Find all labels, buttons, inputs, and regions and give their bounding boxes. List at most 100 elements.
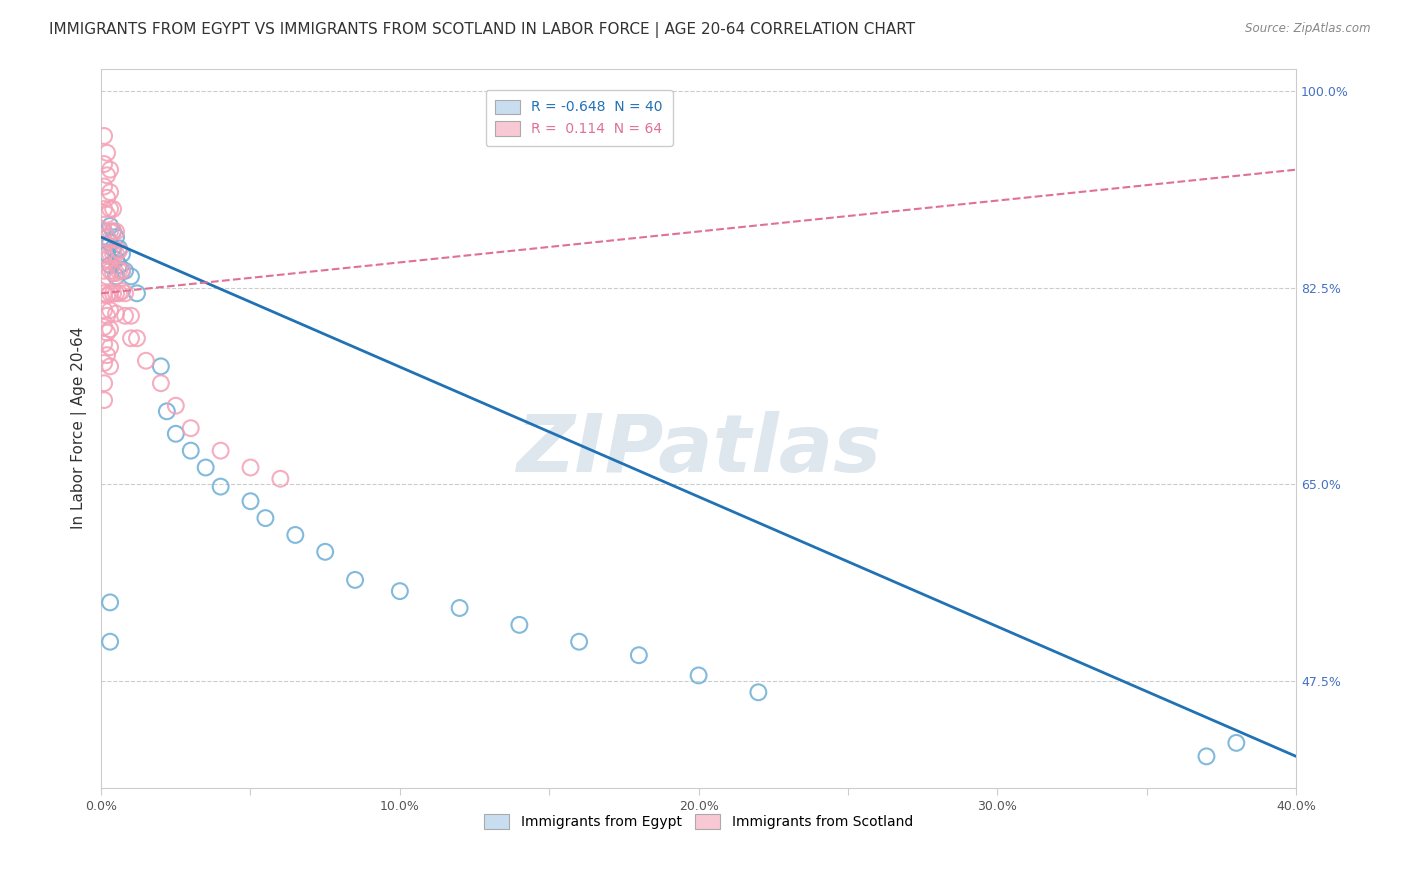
Point — [239, 494, 262, 508]
Point — [747, 685, 769, 699]
Point — [1225, 736, 1247, 750]
Point — [93, 179, 115, 194]
Point — [165, 426, 187, 441]
Point — [93, 393, 115, 408]
Point — [180, 421, 202, 435]
Point — [101, 247, 124, 261]
Point — [98, 247, 121, 261]
Point — [93, 128, 115, 143]
Point — [125, 286, 148, 301]
Point — [96, 348, 118, 362]
Point — [105, 269, 128, 284]
Point — [101, 202, 124, 216]
Point — [111, 264, 134, 278]
Point — [108, 244, 131, 258]
Point — [101, 241, 124, 255]
Point — [98, 340, 121, 354]
Point — [96, 145, 118, 160]
Point — [96, 247, 118, 261]
Point — [108, 264, 131, 278]
Point — [98, 595, 121, 609]
Text: Source: ZipAtlas.com: Source: ZipAtlas.com — [1246, 22, 1371, 36]
Point — [105, 247, 128, 261]
Point — [269, 472, 291, 486]
Point — [111, 264, 134, 278]
Point — [105, 252, 128, 267]
Point — [120, 309, 142, 323]
Point — [135, 353, 157, 368]
Point — [98, 258, 121, 272]
Point — [93, 157, 115, 171]
Legend: Immigrants from Egypt, Immigrants from Scotland: Immigrants from Egypt, Immigrants from S… — [479, 809, 918, 835]
Y-axis label: In Labor Force | Age 20-64: In Labor Force | Age 20-64 — [72, 327, 87, 529]
Point — [96, 169, 118, 183]
Point — [239, 460, 262, 475]
Point — [180, 443, 202, 458]
Point — [194, 460, 217, 475]
Point — [344, 573, 367, 587]
Point — [96, 191, 118, 205]
Point — [165, 399, 187, 413]
Point — [105, 306, 128, 320]
Point — [125, 331, 148, 345]
Point — [254, 511, 277, 525]
Point — [96, 309, 118, 323]
Point — [314, 545, 336, 559]
Point — [688, 668, 710, 682]
Point — [105, 286, 128, 301]
Point — [93, 264, 115, 278]
Point — [108, 241, 131, 255]
Text: IMMIGRANTS FROM EGYPT VS IMMIGRANTS FROM SCOTLAND IN LABOR FORCE | AGE 20-64 COR: IMMIGRANTS FROM EGYPT VS IMMIGRANTS FROM… — [49, 22, 915, 38]
Point — [627, 648, 650, 663]
Point — [98, 286, 121, 301]
Point — [108, 258, 131, 272]
Point — [105, 266, 128, 280]
Point — [98, 303, 121, 318]
Point — [93, 286, 115, 301]
Point — [98, 225, 121, 239]
Point — [120, 331, 142, 345]
Point — [105, 225, 128, 239]
Point — [93, 376, 115, 391]
Point — [284, 528, 307, 542]
Point — [156, 404, 179, 418]
Point — [98, 162, 121, 177]
Point — [101, 266, 124, 280]
Point — [98, 634, 121, 648]
Point — [96, 269, 118, 284]
Point — [108, 286, 131, 301]
Point — [93, 303, 115, 318]
Point — [114, 264, 136, 278]
Point — [96, 288, 118, 302]
Point — [568, 634, 591, 648]
Point — [111, 284, 134, 298]
Point — [98, 219, 121, 233]
Point — [114, 309, 136, 323]
Point — [508, 618, 530, 632]
Point — [96, 326, 118, 340]
Point — [93, 247, 115, 261]
Point — [96, 230, 118, 244]
Point — [98, 185, 121, 199]
Point — [388, 584, 411, 599]
Point — [96, 230, 118, 244]
Point — [120, 269, 142, 284]
Point — [209, 480, 232, 494]
Point — [1195, 749, 1218, 764]
Point — [111, 247, 134, 261]
Point — [114, 286, 136, 301]
Point — [209, 443, 232, 458]
Point — [98, 202, 121, 216]
Point — [93, 337, 115, 351]
Point — [93, 320, 115, 334]
Point — [98, 235, 121, 250]
Point — [93, 202, 115, 216]
Point — [101, 225, 124, 239]
Point — [449, 601, 471, 615]
Point — [101, 225, 124, 239]
Point — [93, 356, 115, 370]
Point — [96, 208, 118, 222]
Point — [98, 322, 121, 336]
Point — [93, 225, 115, 239]
Point — [96, 252, 118, 267]
